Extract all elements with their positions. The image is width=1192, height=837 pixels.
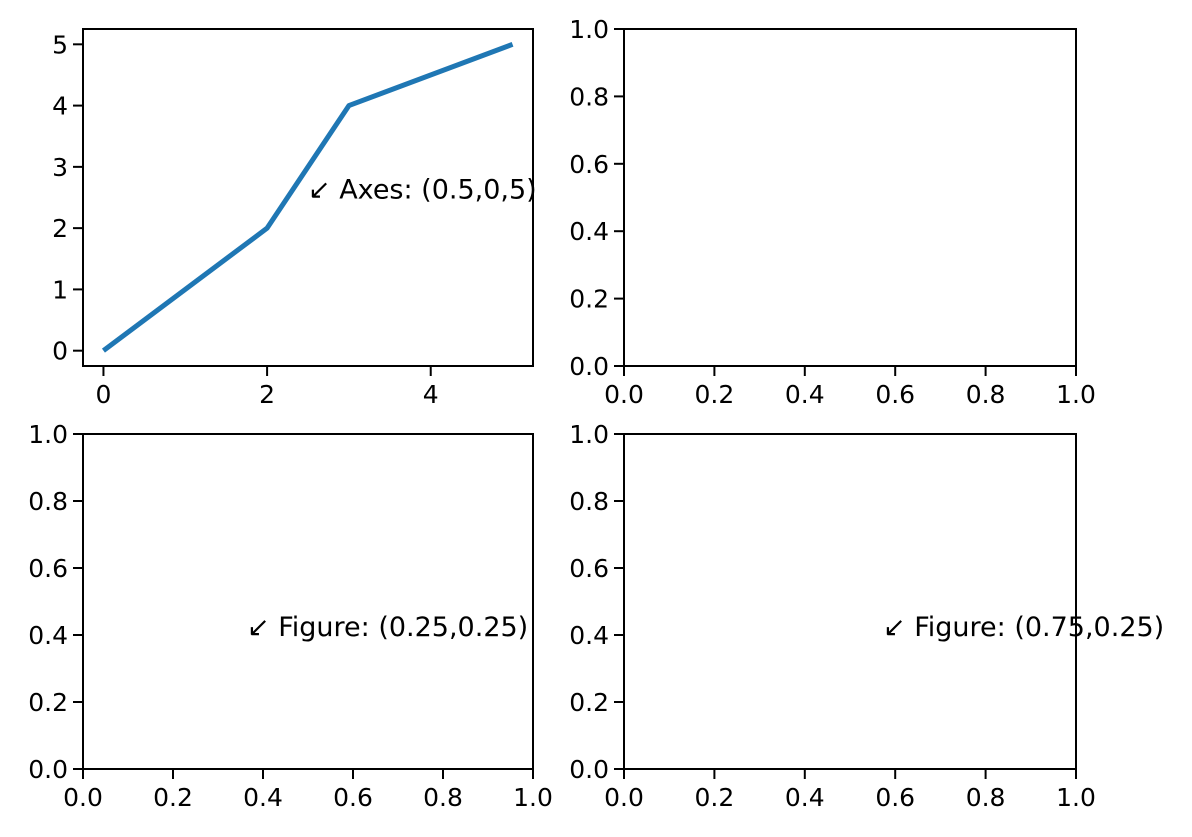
x-tick-label: 0.4 (785, 380, 825, 409)
x-tick-label: 0.2 (695, 783, 735, 812)
y-tick-label: 2 (52, 214, 68, 243)
y-tick-label: 0.6 (569, 554, 609, 583)
y-tick-label: 0.8 (28, 487, 68, 516)
subplot-top-right: 0.0 0.2 0.4 0.6 0.8 1.0 0.0 0.2 0.4 0.6 0.8 1.0 (569, 15, 1096, 409)
data-line (101, 41, 514, 353)
x-tick-label: 0.2 (695, 380, 735, 409)
axes-annotation: ↙ Axes: (0.5,0,5) (308, 175, 537, 206)
y-tick-label: 0.0 (569, 755, 609, 784)
y-tick-label: 0.6 (28, 554, 68, 583)
axes-spines (82, 433, 534, 770)
y-tick-label: 0.0 (28, 755, 68, 784)
y-tick-label: 1.0 (569, 420, 609, 449)
x-tick-label: 1.0 (513, 783, 553, 812)
y-tick-label: 1 (52, 275, 68, 304)
axes-background (83, 434, 533, 769)
figure-annotation: ↙ Figure: (0.25,0.25) (247, 612, 528, 643)
x-tick-label: 0.0 (604, 783, 644, 812)
x-tick-label: 4 (423, 380, 439, 409)
x-tick-label: 0.0 (604, 380, 644, 409)
axes-background (624, 434, 1076, 769)
axes-background (624, 29, 1076, 366)
subplot-top-left: 0 2 4 0 1 2 3 4 5 ↙ Axes: (0.5,0,5) (52, 28, 537, 409)
x-tick-label: 0.6 (875, 380, 915, 409)
y-tick-label: 0.6 (569, 150, 609, 179)
x-tick-label: 0.6 (333, 783, 373, 812)
x-tick-label: 1.0 (1056, 783, 1096, 812)
x-tick-label: 0 (96, 380, 112, 409)
y-tick-label: 0.2 (28, 688, 68, 717)
y-tick-label: 0.2 (569, 285, 609, 314)
x-tick-label: 1.0 (1056, 380, 1096, 409)
y-tick-label: 0.2 (569, 688, 609, 717)
x-tick-label: 0.4 (243, 783, 283, 812)
y-tick-label: 1.0 (28, 420, 68, 449)
x-tick-label: 0.8 (966, 783, 1006, 812)
x-tick-label: 0.8 (423, 783, 463, 812)
subplot-bottom-right: 0.0 0.2 0.4 0.6 0.8 1.0 0.0 0.2 0.4 0.6 0.8 1.0 (569, 420, 1096, 812)
x-tick-label: 2 (259, 380, 275, 409)
axes-spines (623, 28, 1077, 367)
figure-annotation: ↙ Figure: (0.75,0.25) (883, 612, 1164, 643)
y-tick-label: 0.4 (28, 621, 68, 650)
y-tick-label: 0.4 (569, 621, 609, 650)
y-tick-label: 0.4 (569, 217, 609, 246)
axes-spines (82, 28, 534, 367)
y-tick-label: 0.8 (569, 487, 609, 516)
y-tick-label: 4 (52, 92, 68, 121)
axes-spines (623, 433, 1077, 770)
y-tick-label: 3 (52, 153, 68, 182)
x-tick-label: 0.2 (153, 783, 193, 812)
y-tick-label: 0 (52, 337, 68, 366)
y-tick-label: 0.8 (569, 82, 609, 111)
x-tick-label: 0.6 (875, 783, 915, 812)
x-tick-label: 0.0 (63, 783, 103, 812)
x-tick-label: 0.4 (785, 783, 825, 812)
y-tick-label: 0.0 (569, 352, 609, 381)
y-tick-label: 5 (52, 30, 68, 59)
subplot-bottom-left: 0.0 0.2 0.4 0.6 0.8 1.0 0.0 0.2 0.4 0.6 0.8 1.0 (28, 420, 553, 812)
y-tick-label: 1.0 (569, 15, 609, 44)
x-tick-label: 0.8 (966, 380, 1006, 409)
